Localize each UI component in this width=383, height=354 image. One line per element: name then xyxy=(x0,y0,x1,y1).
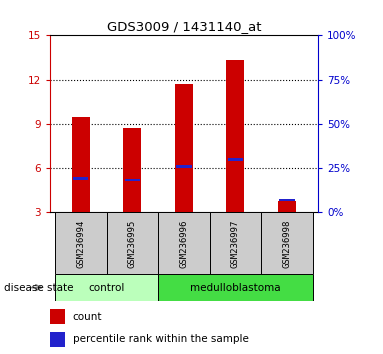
Text: GSM236994: GSM236994 xyxy=(76,219,85,268)
Bar xyxy=(123,128,141,212)
Bar xyxy=(210,212,261,274)
Bar xyxy=(106,212,158,274)
Bar xyxy=(175,84,193,212)
Text: GSM236996: GSM236996 xyxy=(179,219,188,268)
Bar xyxy=(158,274,313,301)
Bar xyxy=(55,274,158,301)
Text: GSM236997: GSM236997 xyxy=(231,219,240,268)
Text: GSM236995: GSM236995 xyxy=(128,219,137,268)
Bar xyxy=(278,201,296,212)
Bar xyxy=(73,177,88,180)
Bar xyxy=(50,332,64,347)
Bar xyxy=(124,179,140,181)
Text: medulloblastoma: medulloblastoma xyxy=(190,282,281,293)
Bar xyxy=(226,61,244,212)
Bar xyxy=(50,309,64,324)
Text: disease state: disease state xyxy=(4,282,73,293)
Text: GSM236998: GSM236998 xyxy=(282,219,291,268)
Bar xyxy=(158,212,210,274)
Bar xyxy=(72,116,90,212)
Bar xyxy=(228,158,243,161)
Bar xyxy=(55,212,106,274)
Bar xyxy=(261,212,313,274)
Text: percentile rank within the sample: percentile rank within the sample xyxy=(72,335,249,344)
Text: control: control xyxy=(88,282,125,293)
Title: GDS3009 / 1431140_at: GDS3009 / 1431140_at xyxy=(106,20,261,33)
Bar xyxy=(176,165,192,168)
Text: count: count xyxy=(72,312,102,322)
Bar xyxy=(279,199,295,201)
